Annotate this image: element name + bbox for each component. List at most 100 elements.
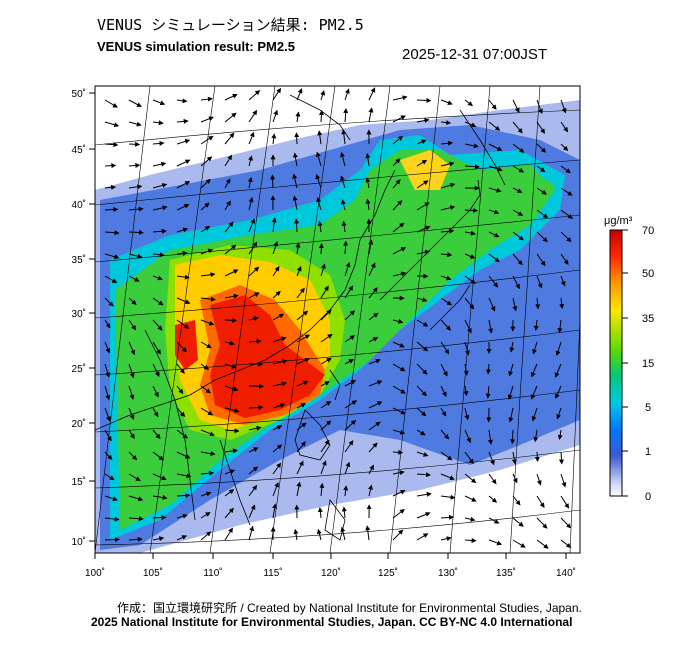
- wind-arrow: [296, 380, 309, 387]
- wind-arrow: [104, 275, 118, 283]
- wind-arrow: [224, 112, 237, 123]
- wind-arrow: [128, 184, 143, 190]
- wind-arrow: [368, 337, 379, 343]
- wind-arrow: [440, 429, 450, 440]
- wind-arrow: [560, 539, 572, 548]
- wind-arrow: [176, 118, 189, 124]
- wind-arrow: [152, 140, 165, 146]
- wind-arrow: [536, 253, 546, 267]
- wind-arrow: [104, 184, 117, 190]
- wind-arrow: [343, 240, 349, 255]
- wind-arrow: [320, 309, 332, 321]
- wind-arrow: [128, 275, 140, 282]
- lon-label: 135˚: [496, 567, 516, 579]
- wind-arrow: [104, 341, 111, 354]
- wind-arrow: [271, 133, 277, 145]
- wind-arrow: [152, 205, 168, 211]
- wind-arrow: [248, 405, 264, 411]
- colorbar-label: 15: [642, 358, 654, 370]
- wind-arrow: [536, 517, 548, 529]
- wind-arrow: [104, 363, 111, 378]
- wind-arrow: [248, 155, 253, 167]
- wind-arrow: [248, 316, 260, 322]
- wind-arrow: [416, 407, 427, 417]
- wind-arrow: [272, 381, 287, 387]
- wind-arrow: [512, 143, 525, 153]
- wind-arrow: [440, 514, 455, 520]
- wind-arrow: [128, 121, 142, 127]
- lat-label: 35˚: [72, 254, 86, 266]
- wind-arrow: [296, 265, 302, 277]
- wind-arrow: [512, 165, 525, 173]
- wind-arrow: [557, 429, 563, 440]
- wind-arrow: [315, 174, 322, 189]
- wind-arrow: [200, 96, 213, 102]
- wind-arrow: [152, 275, 163, 281]
- wind-arrow: [341, 506, 347, 519]
- colorbar-label: 1: [645, 446, 651, 458]
- wind-arrow: [128, 297, 137, 305]
- wind-arrow: [368, 358, 381, 365]
- wind-arrow: [272, 403, 286, 409]
- wind-arrow: [320, 358, 332, 365]
- wind-arrow: [560, 121, 569, 133]
- wind-arrow: [152, 120, 164, 126]
- wind-arrow: [487, 429, 493, 445]
- lat-label: 10˚: [72, 536, 86, 548]
- wind-arrow: [392, 470, 405, 476]
- wind-arrow: [558, 451, 564, 465]
- wind-arrow: [464, 207, 479, 213]
- wind-arrow: [560, 231, 572, 243]
- wind-arrow: [152, 473, 167, 481]
- wind-arrow: [296, 287, 305, 299]
- wind-arrow: [200, 407, 214, 416]
- wind-arrow: [440, 451, 453, 461]
- wind-arrow: [316, 528, 322, 541]
- wind-arrow: [272, 87, 282, 101]
- wind-arrow: [224, 93, 238, 101]
- wind-arrow: [416, 363, 428, 375]
- wind-arrow: [536, 165, 546, 173]
- wind-arrow: [128, 385, 135, 400]
- wind-arrow: [344, 285, 354, 299]
- wind-arrow: [560, 143, 569, 152]
- wind-vectors: [104, 87, 574, 549]
- colorbar-scale: [609, 229, 623, 497]
- wind-arrow: [392, 529, 404, 541]
- wind-arrow: [224, 527, 233, 541]
- wind-arrow: [368, 421, 381, 431]
- wind-arrow: [440, 363, 448, 377]
- wind-arrow: [224, 317, 238, 323]
- wind-arrow: [464, 451, 474, 465]
- lat-label: 50˚: [72, 88, 86, 100]
- wind-arrow: [560, 165, 571, 174]
- wind-arrow: [320, 460, 327, 475]
- colorbar-label: 70: [642, 225, 654, 237]
- wind-arrow: [440, 297, 453, 306]
- wind-arrow: [128, 536, 143, 542]
- wind-arrow: [224, 132, 235, 145]
- wind-arrow: [392, 363, 406, 372]
- wind-arrow: [531, 407, 538, 422]
- wind-arrow: [176, 297, 191, 304]
- wind-arrow: [128, 141, 141, 147]
- wind-arrow: [200, 135, 214, 145]
- wind-arrow: [320, 401, 332, 409]
- wind-arrow: [200, 225, 211, 233]
- wind-arrow: [294, 218, 300, 233]
- wind-arrow: [508, 363, 514, 377]
- wind-arrow: [512, 121, 523, 134]
- wind-arrow: [392, 407, 406, 415]
- wind-arrow: [536, 143, 547, 153]
- wind-arrow: [416, 385, 427, 397]
- wind-arrow: [224, 340, 235, 346]
- wind-arrow: [392, 222, 405, 233]
- wind-arrow: [368, 401, 383, 409]
- wind-arrow: [248, 131, 255, 145]
- wind-arrow: [128, 341, 136, 356]
- wind-arrow: [152, 319, 163, 331]
- wind-arrow: [440, 182, 456, 189]
- wind-arrow: [512, 473, 518, 484]
- wind-arrow: [272, 313, 285, 321]
- wind-arrow: [464, 164, 480, 170]
